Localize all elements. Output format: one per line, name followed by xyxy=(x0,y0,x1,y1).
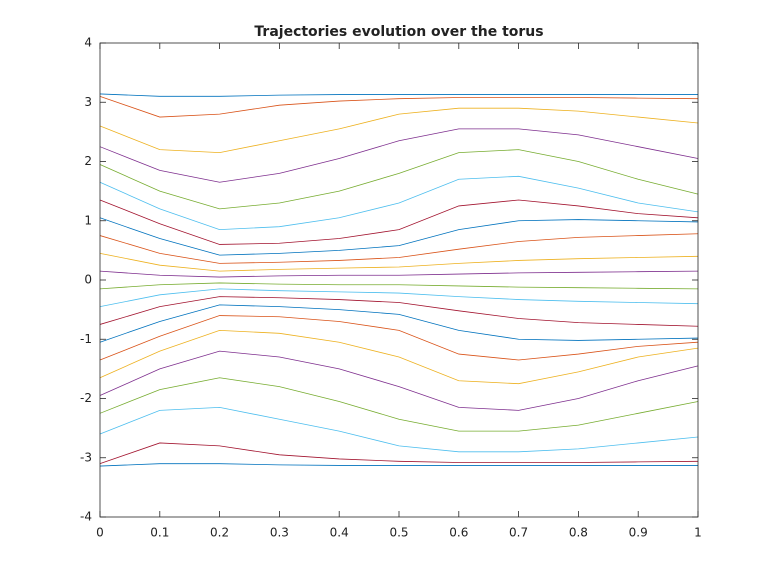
x-tick-label: 0.1 xyxy=(150,526,169,540)
y-tick-label: -3 xyxy=(80,450,92,464)
trajectory-line xyxy=(99,270,699,278)
trajectory-line xyxy=(99,350,699,411)
y-tick-label: -4 xyxy=(80,510,92,524)
trajectory-line xyxy=(99,296,699,327)
trajectory-line xyxy=(99,315,699,361)
trajectory-line xyxy=(99,282,699,290)
trajectory-line xyxy=(99,377,699,432)
y-tick-label: 0 xyxy=(84,273,92,287)
trajectory-line xyxy=(99,93,698,97)
trajectory-line xyxy=(99,463,698,467)
y-tick-label: -2 xyxy=(80,391,92,405)
chart-title: Trajectories evolution over the torus xyxy=(254,24,543,40)
trajectory-line xyxy=(99,149,699,210)
x-tick-label: 0.6 xyxy=(449,526,468,540)
x-tick-label: 0.9 xyxy=(629,526,648,540)
trajectory-line xyxy=(99,233,699,264)
trajectory-line xyxy=(99,107,699,154)
x-tick-label: 0.2 xyxy=(210,526,229,540)
trajectory-line xyxy=(99,304,699,343)
x-tick-label: 0.8 xyxy=(569,526,588,540)
x-tick-label: 0.4 xyxy=(330,526,349,540)
y-tick-label: -1 xyxy=(80,332,92,346)
trajectory-line xyxy=(99,329,699,385)
x-tick-label: 0.5 xyxy=(389,526,408,540)
trajectory-line xyxy=(99,95,699,118)
x-tick-label: 0.7 xyxy=(509,526,528,540)
x-tick-label: 0.3 xyxy=(270,526,289,540)
x-tick-label: 1 xyxy=(694,526,702,540)
y-tick-label: 2 xyxy=(84,154,92,168)
trajectory-line xyxy=(99,175,699,231)
y-tick-label: 3 xyxy=(84,95,92,109)
x-tick-label: 0 xyxy=(96,526,104,540)
trajectory-line xyxy=(99,199,699,245)
trajectory-line xyxy=(99,406,699,453)
trajectory-line xyxy=(99,217,699,256)
y-tick-label: 4 xyxy=(84,36,92,50)
trajectory-line xyxy=(99,128,699,183)
y-tick-label: 1 xyxy=(84,213,92,227)
trajectory-line xyxy=(99,252,699,272)
trajectory-line xyxy=(99,288,699,308)
trajectory-line xyxy=(99,442,699,465)
